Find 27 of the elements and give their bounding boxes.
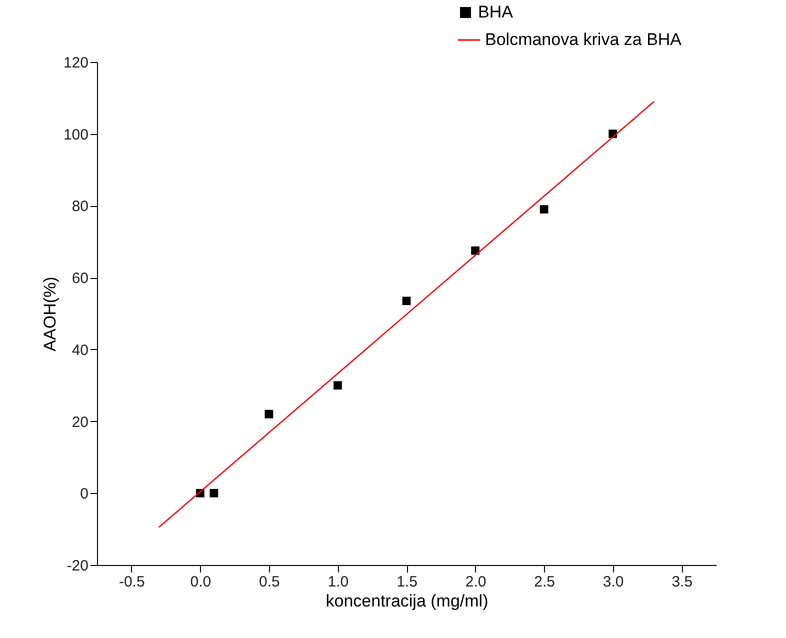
point xyxy=(334,381,342,390)
y-tick-label: 40 xyxy=(72,342,88,359)
point xyxy=(210,488,218,498)
y-tick-label: 60 xyxy=(72,270,88,288)
x-tick-label: 3.5 xyxy=(672,574,693,590)
x-axis-title: koncentracija (mg/ml) xyxy=(326,592,488,610)
x-tick-label: 2.0 xyxy=(465,574,486,590)
x-tick-label: 3.0 xyxy=(602,574,624,590)
point xyxy=(540,205,548,214)
y-tick-label: -20 xyxy=(66,558,88,574)
x-tick-label: 2.5 xyxy=(534,574,555,590)
legend-label: BHA xyxy=(478,2,514,22)
y-axis-title: AAOH(%) xyxy=(40,276,60,352)
point xyxy=(471,246,480,255)
x-tick-label: -0.5 xyxy=(118,574,145,590)
y-tick-label: 100 xyxy=(63,126,88,144)
y-tick-label: 120 xyxy=(63,54,88,72)
x-tick-label: 1.0 xyxy=(328,574,349,590)
x-tick-label: 0.5 xyxy=(259,574,280,590)
point xyxy=(264,410,274,418)
x-tick-label: 0.0 xyxy=(190,574,212,590)
x-tick-label: 1.5 xyxy=(396,574,418,590)
legend-label: Bolcmanova kriva za BHA xyxy=(485,30,682,49)
y-tick-label: 20 xyxy=(72,414,88,431)
point xyxy=(402,296,411,306)
y-tick-label: 0 xyxy=(80,486,88,503)
y-tick-label: 80 xyxy=(72,198,88,216)
